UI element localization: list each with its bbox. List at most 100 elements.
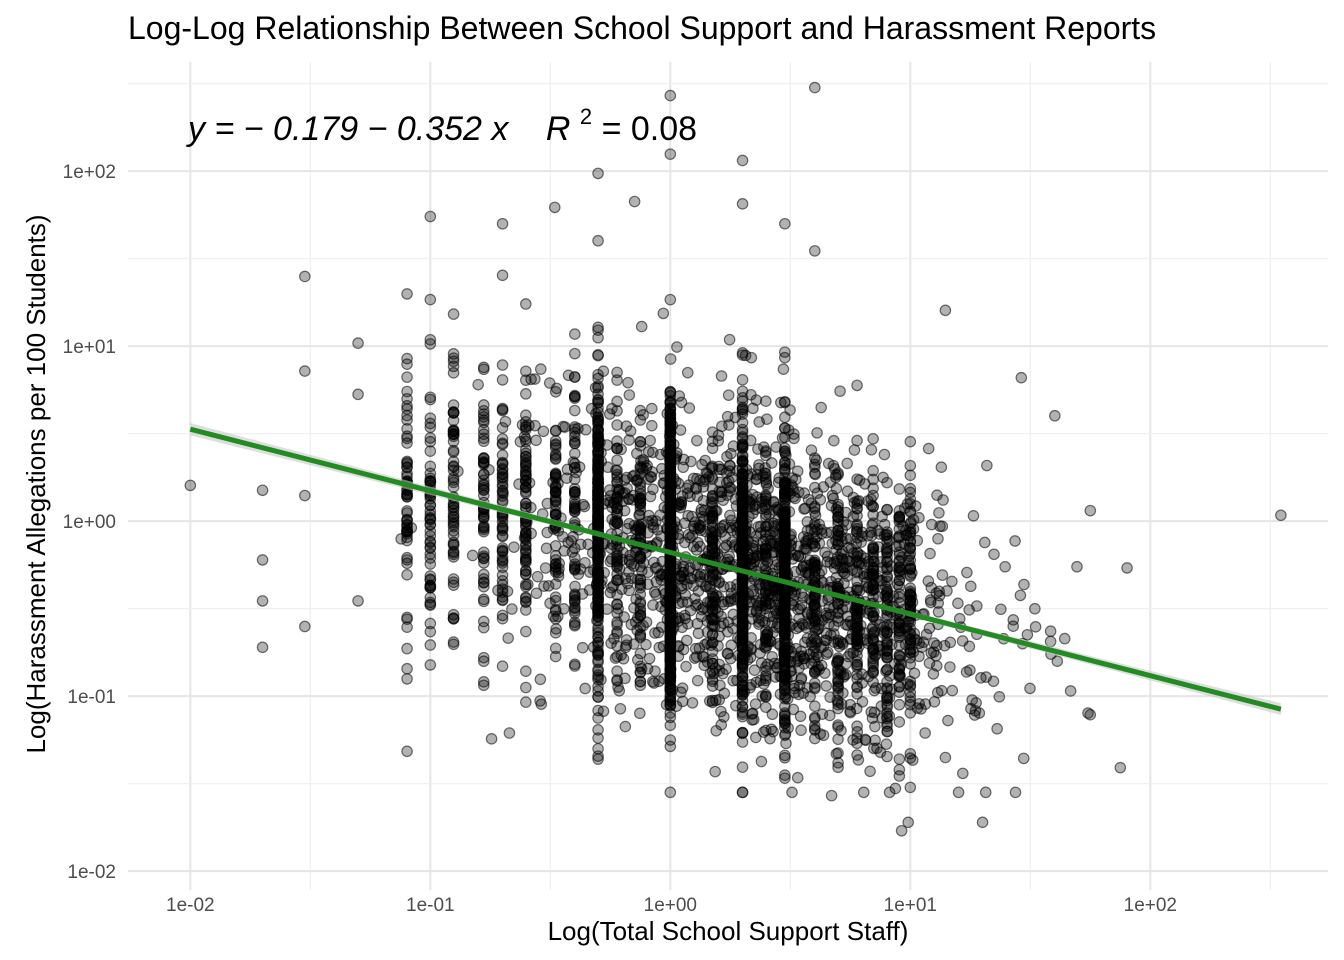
data-point xyxy=(851,658,863,671)
data-point xyxy=(496,486,509,498)
data-point xyxy=(736,659,749,671)
data-point xyxy=(809,667,821,679)
data-point xyxy=(881,545,893,558)
data-point xyxy=(736,786,749,799)
data-point xyxy=(939,751,952,764)
data-point xyxy=(766,650,778,663)
data-point xyxy=(184,479,197,492)
data-point xyxy=(592,610,604,623)
data-point xyxy=(946,684,959,697)
data-point xyxy=(828,636,840,648)
data-point xyxy=(772,476,785,489)
data-point xyxy=(867,464,879,477)
data-point xyxy=(779,595,791,608)
data-point xyxy=(779,523,791,535)
data-point xyxy=(696,458,708,471)
data-point xyxy=(352,388,364,401)
data-point xyxy=(893,770,906,782)
data-point xyxy=(611,483,623,496)
data-point xyxy=(611,395,623,408)
data-point xyxy=(724,581,737,593)
data-point xyxy=(792,688,805,701)
data-point xyxy=(620,639,633,651)
data-point xyxy=(685,455,697,468)
data-point xyxy=(569,347,581,360)
data-point xyxy=(549,642,562,655)
data-point xyxy=(791,771,804,784)
data-point xyxy=(686,697,699,709)
data-point xyxy=(736,620,749,632)
data-point xyxy=(904,781,917,794)
data-point xyxy=(541,526,553,539)
data-point xyxy=(592,691,604,703)
data-point xyxy=(991,722,1003,735)
data-point xyxy=(777,363,790,376)
data-point xyxy=(664,565,677,578)
data-point xyxy=(603,408,616,420)
data-point xyxy=(895,564,908,576)
data-point xyxy=(851,608,863,620)
data-point xyxy=(745,351,758,364)
data-point xyxy=(851,523,863,535)
data-point xyxy=(851,565,863,577)
data-point xyxy=(496,530,509,543)
data-point xyxy=(477,399,490,411)
data-point xyxy=(706,653,719,665)
data-point xyxy=(779,535,791,548)
data-point xyxy=(496,569,509,581)
data-point xyxy=(904,698,917,711)
data-point xyxy=(736,572,749,585)
data-point xyxy=(867,489,879,502)
data-point xyxy=(881,692,893,704)
data-point xyxy=(789,549,801,561)
data-point xyxy=(707,614,720,626)
data-point xyxy=(612,681,624,693)
data-point xyxy=(630,593,642,605)
data-point xyxy=(516,419,529,431)
data-point xyxy=(447,638,460,651)
data-point xyxy=(424,338,437,350)
data-point xyxy=(664,434,677,447)
data-point xyxy=(594,436,606,449)
data-point xyxy=(652,626,665,639)
data-point xyxy=(724,652,737,665)
data-point xyxy=(893,483,906,495)
data-point xyxy=(760,476,773,489)
data-point xyxy=(664,592,677,605)
data-point xyxy=(1015,371,1028,384)
data-point xyxy=(569,658,581,671)
data-point xyxy=(893,698,906,711)
data-point xyxy=(712,435,725,447)
data-point xyxy=(611,419,623,431)
data-point xyxy=(869,734,881,747)
data-point xyxy=(401,385,413,398)
data-point xyxy=(779,411,791,424)
data-point xyxy=(841,485,854,498)
data-point xyxy=(569,486,581,499)
data-point xyxy=(653,675,665,688)
data-point xyxy=(299,489,311,502)
data-point xyxy=(477,363,490,376)
data-point xyxy=(401,519,413,531)
data-point xyxy=(736,475,749,488)
data-point xyxy=(736,405,749,418)
data-point xyxy=(1007,614,1020,626)
data-point xyxy=(401,422,413,435)
data-point xyxy=(851,625,863,637)
data-point xyxy=(447,308,460,320)
data-points xyxy=(184,81,1287,837)
data-point xyxy=(809,700,821,712)
data-point xyxy=(485,733,498,745)
data-point xyxy=(477,621,490,634)
data-point xyxy=(867,542,879,554)
data-point xyxy=(881,750,893,763)
data-point xyxy=(999,560,1011,573)
data-point xyxy=(893,591,906,604)
y-tick-label: 1e-02 xyxy=(67,862,116,883)
data-point xyxy=(1051,655,1064,667)
data-point xyxy=(569,500,581,513)
data-point xyxy=(664,408,677,420)
data-point xyxy=(778,648,790,661)
data-point xyxy=(801,632,814,645)
data-point xyxy=(424,391,437,404)
